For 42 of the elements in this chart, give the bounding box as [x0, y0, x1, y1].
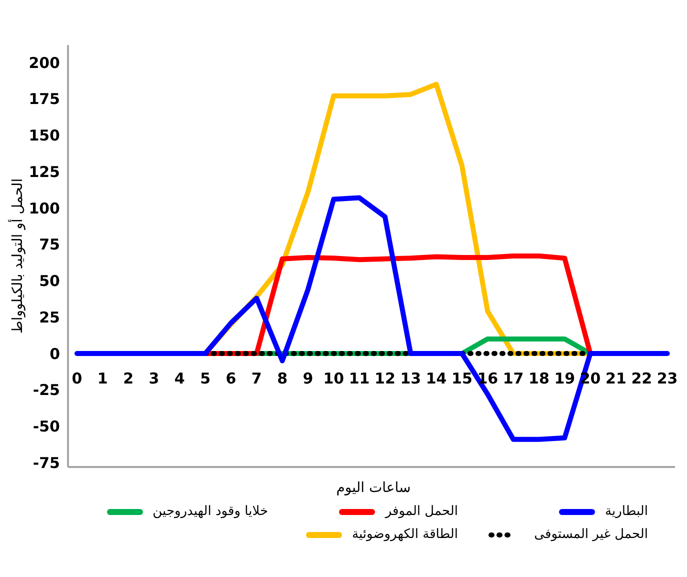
legend-label: البطارية — [605, 504, 648, 519]
x-axis-title: ساعات اليوم — [335, 480, 412, 496]
x-tick-label: 2 — [123, 369, 134, 388]
x-tick-label: 22 — [631, 369, 652, 388]
x-tick-label: 5 — [200, 369, 211, 388]
x-tick-label: 14 — [426, 369, 447, 388]
legend-label: خلايا وقود الهيدروجين — [152, 504, 268, 519]
y-tick-label: 0 — [50, 344, 60, 363]
x-tick-label: 13 — [400, 369, 422, 388]
x-tick-label: 21 — [606, 369, 626, 388]
x-tick-label: 4 — [174, 369, 185, 388]
legend-label: الحمل الموفر — [385, 504, 458, 519]
x-tick-label: 3 — [148, 369, 160, 388]
y-tick-label: 125 — [28, 162, 60, 181]
x-tick-label: 18 — [528, 369, 550, 388]
x-tick-label: 1 — [97, 369, 108, 388]
x-tick-label: 15 — [452, 369, 472, 388]
legend-label: الطاقة الكهروضوئية — [352, 527, 458, 542]
x-tick-label: 9 — [302, 369, 314, 388]
x-tick-label: 8 — [277, 369, 288, 388]
y-tick-label: 150 — [28, 126, 60, 145]
y-tick-label: 100 — [28, 199, 60, 218]
x-tick-label: 11 — [348, 369, 370, 388]
y-tick-label: 175 — [28, 90, 60, 108]
x-tick-label: 10 — [323, 369, 344, 388]
x-tick-label: 6 — [226, 369, 236, 388]
y-tick-label: 200 — [28, 54, 60, 72]
x-tick-label: 0 — [72, 369, 82, 388]
x-tick-label: 7 — [251, 369, 262, 388]
x-tick-label: 19 — [554, 369, 576, 388]
y-tick-label: 75 — [39, 236, 60, 254]
x-tick-label: 12 — [374, 369, 396, 388]
y-tick-label: 25 — [39, 308, 60, 326]
y-axis-title: الحمل أو التوليد بالكيلوواط — [10, 178, 26, 334]
y-tick-label: -75 — [32, 454, 60, 472]
y-tick-label: 50 — [39, 272, 60, 290]
y-tick-label: -25 — [32, 381, 60, 400]
y-tick-label: -50 — [32, 418, 60, 436]
x-tick-label: 23 — [656, 369, 678, 388]
legend-label: الحمل غير المستوفى — [534, 527, 648, 542]
x-tick-label: 17 — [502, 369, 524, 388]
x-tick-label: 16 — [477, 369, 498, 388]
